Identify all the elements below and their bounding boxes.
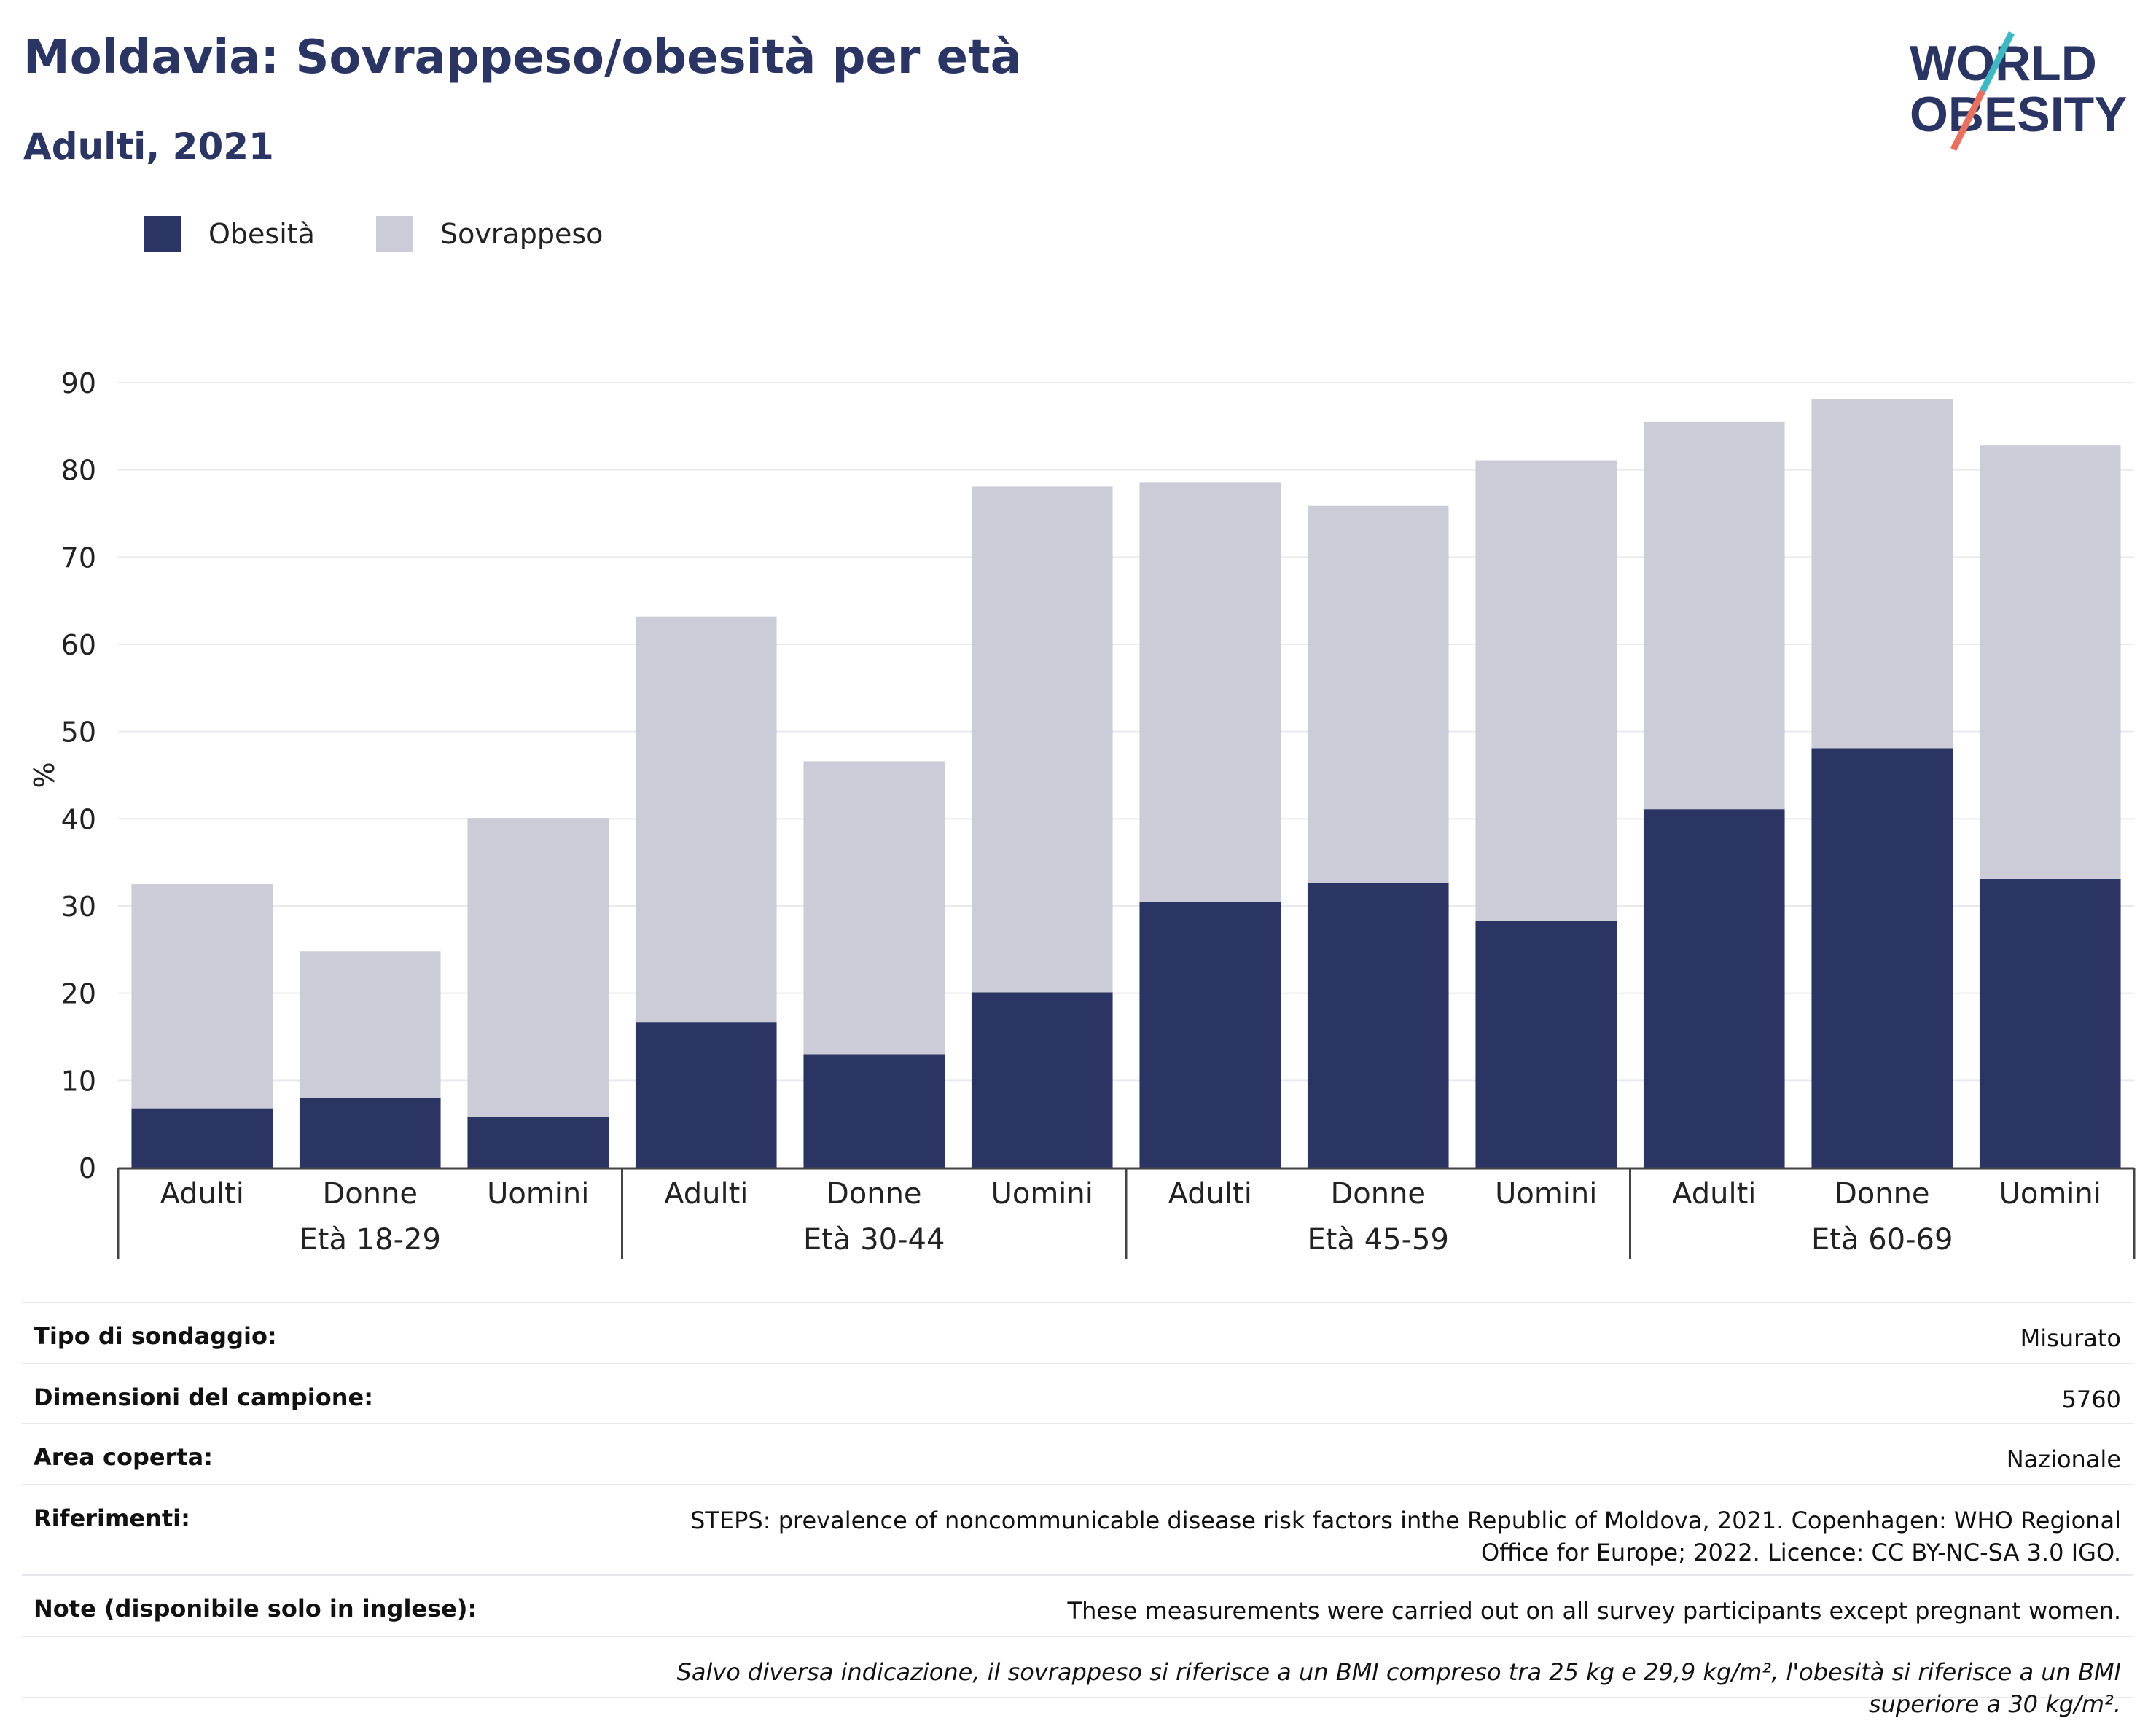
x-tick-label: Adulti	[664, 1177, 748, 1211]
info-value: These measurements were carried out on a…	[1067, 1597, 2121, 1625]
info-row-sample-size: Dimensioni del campione: 5760	[22, 1363, 2133, 1423]
logo-line-2: OBESITY	[1910, 87, 2128, 142]
bar-obesity	[1979, 878, 2121, 1168]
y-tick-label: 80	[61, 455, 96, 487]
bar-overweight	[1979, 445, 2121, 879]
info-footnote: Salvo diversa indicazione, il sovrappeso…	[676, 1658, 2121, 1718]
info-footnote-row: Salvo diversa indicazione, il sovrappeso…	[22, 1636, 2133, 1718]
x-tick-label: Donne	[1330, 1177, 1426, 1211]
bar-overweight	[1643, 421, 1785, 810]
legend-item-obesity: Obesità	[144, 216, 315, 252]
info-label: Note (disponibile solo in inglese):	[34, 1595, 477, 1622]
bar-obesity	[467, 1117, 609, 1168]
survey-info-table: Tipo di sondaggio: Misurato Dimensioni d…	[22, 1302, 2133, 1718]
x-tick-label: Uomini	[487, 1177, 589, 1211]
bar-overweight	[1811, 399, 1953, 749]
info-value: Misurato	[2020, 1324, 2121, 1352]
bar-overweight	[971, 486, 1113, 993]
stacked-bar-chart: 0 10 20 30 40 50 60 70 80 90% Adulti Donne Uomini Adu…	[28, 367, 2136, 1259]
bar-overweight	[1139, 482, 1281, 902]
x-tick-label: Adulti	[1168, 1177, 1252, 1211]
x-tick-label: Donne	[322, 1177, 418, 1211]
y-tick-label: 90	[61, 367, 96, 399]
legend-swatch-obesity	[144, 216, 181, 252]
bar-overweight	[299, 951, 441, 1098]
y-tick-label: 70	[61, 542, 96, 574]
x-tick-label: Adulti	[160, 1177, 244, 1211]
logo-slash-coral	[1950, 89, 1986, 152]
x-tick-label: Donne	[827, 1177, 922, 1211]
y-axis-label: %	[28, 762, 60, 788]
y-tick-label: 0	[79, 1152, 96, 1184]
y-tick-label: 30	[61, 891, 96, 923]
y-tick-label: 60	[61, 629, 96, 661]
info-value: STEPS: prevalence of noncommunicable dis…	[690, 1507, 2121, 1566]
bar-obesity	[971, 992, 1113, 1168]
info-row-references: Riferimenti: STEPS: prevalence of noncom…	[22, 1484, 2133, 1574]
y-tick-label: 10	[61, 1065, 96, 1097]
bar-obesity	[803, 1054, 945, 1168]
bar-overweight	[1307, 505, 1449, 883]
bar-overweight	[467, 818, 609, 1117]
legend-label-overweight: Sovrappeso	[440, 218, 604, 250]
bar-obesity	[635, 1022, 777, 1168]
info-row-area: Area coperta: Nazionale	[22, 1423, 2133, 1484]
legend-swatch-overweight	[375, 216, 413, 252]
x-tick-label: Uomini	[1999, 1177, 2101, 1211]
legend-item-overweight: Sovrappeso	[375, 216, 604, 252]
bar-overweight	[1475, 460, 1617, 921]
bar-obesity	[1811, 748, 1953, 1168]
bar-obesity	[131, 1108, 273, 1168]
bar-obesity	[1139, 902, 1281, 1168]
bar-obesity	[1475, 921, 1617, 1168]
group-label: Età 30-44	[803, 1223, 945, 1257]
info-label: Riferimenti:	[34, 1504, 190, 1532]
chart-title: Moldavia: Sovrappeso/obesità per età	[23, 31, 1022, 85]
group-label: Età 45-59	[1308, 1223, 1449, 1257]
legend-label-obesity: Obesità	[208, 218, 315, 250]
info-row-survey-type: Tipo di sondaggio: Misurato	[22, 1302, 2133, 1363]
bar-obesity	[299, 1098, 441, 1168]
x-tick-label: Uomini	[1495, 1177, 1597, 1211]
bar-overweight	[803, 761, 945, 1055]
bar-overweight	[131, 884, 273, 1109]
chart-subtitle: Adulti, 2021	[23, 125, 274, 168]
info-value: Nazionale	[2006, 1445, 2121, 1473]
info-label: Dimensioni del campione:	[34, 1383, 374, 1411]
y-tick-label: 20	[61, 978, 96, 1010]
y-tick-label: 50	[61, 716, 96, 749]
x-tick-label: Adulti	[1672, 1177, 1756, 1211]
y-tick-label: 40	[61, 803, 96, 835]
group-label: Età 60-69	[1811, 1223, 1953, 1257]
info-row-notes: Note (disponibile solo in inglese): Thes…	[22, 1574, 2133, 1636]
bar-obesity	[1307, 883, 1449, 1168]
bar-obesity	[1643, 809, 1785, 1168]
x-tick-label: Donne	[1835, 1177, 1930, 1211]
info-value: 5760	[2061, 1386, 2121, 1413]
x-tick-label: Uomini	[991, 1177, 1093, 1211]
info-label: Area coperta:	[34, 1443, 214, 1471]
bar-overweight	[635, 616, 777, 1023]
info-label: Tipo di sondaggio:	[34, 1322, 277, 1350]
chart-legend: Obesità Sovrappeso	[144, 216, 664, 252]
logo-slash-teal	[1979, 31, 2015, 93]
world-obesity-logo: WORLD OBESITY	[1910, 31, 2128, 152]
group-label: Età 18-29	[300, 1223, 441, 1257]
